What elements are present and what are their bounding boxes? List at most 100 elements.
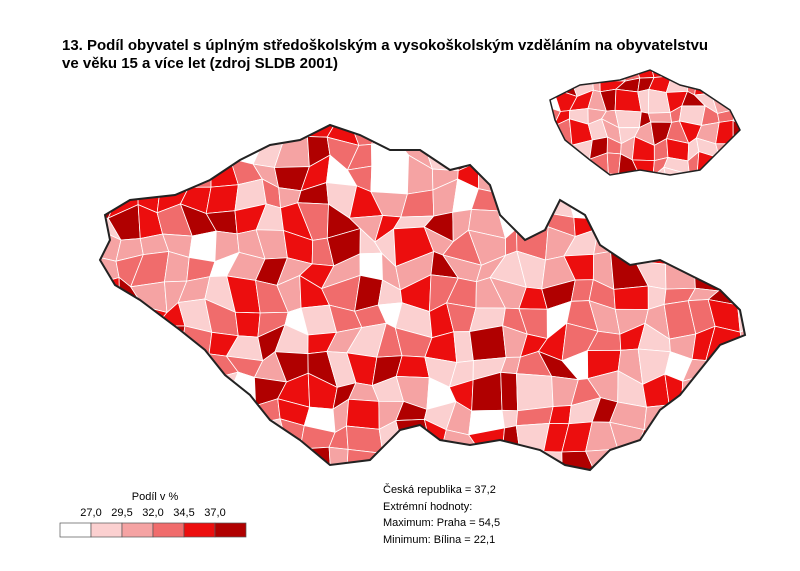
region: [614, 88, 642, 113]
region: [661, 185, 699, 219]
region: [567, 158, 592, 175]
region: [647, 112, 673, 123]
region: [111, 442, 137, 470]
region: [748, 170, 768, 189]
region: [158, 125, 193, 142]
region: [583, 70, 605, 81]
region: [608, 173, 620, 175]
region: [493, 160, 530, 195]
region: [597, 477, 626, 502]
region: [715, 451, 744, 470]
region: [745, 123, 765, 141]
region: [226, 397, 257, 425]
region: [735, 156, 745, 187]
region: [497, 180, 524, 216]
region: [634, 474, 672, 505]
region: [225, 466, 264, 470]
region: [730, 153, 740, 175]
region: [716, 185, 745, 217]
legend-swatch: [214, 522, 247, 538]
region: [681, 399, 719, 431]
region: [617, 481, 636, 505]
region: [401, 451, 433, 470]
region: [614, 174, 642, 175]
region: [202, 397, 229, 426]
region: [538, 178, 575, 218]
region: [743, 133, 745, 159]
region: [595, 180, 618, 220]
region: [735, 181, 745, 217]
region: [513, 160, 543, 182]
region: [562, 163, 597, 196]
region: [132, 442, 157, 469]
region: [729, 70, 740, 73]
region: [683, 467, 717, 470]
region: [540, 145, 577, 165]
region: [737, 278, 745, 310]
region: [154, 429, 195, 452]
region: [180, 350, 210, 382]
region: [716, 256, 742, 292]
region: [515, 212, 550, 229]
region: [394, 125, 434, 138]
region: [696, 151, 721, 175]
region: [489, 469, 531, 470]
region: [717, 427, 744, 458]
region: [665, 258, 696, 290]
region: [715, 227, 741, 268]
region: [612, 180, 651, 220]
region: [205, 184, 239, 214]
region: [209, 452, 229, 470]
region: [347, 473, 378, 501]
region: [680, 70, 703, 75]
region: [729, 235, 745, 268]
region: [743, 94, 768, 106]
region: [589, 171, 610, 175]
region: [550, 70, 569, 74]
region: [686, 185, 718, 218]
region: [746, 72, 767, 94]
region: [636, 185, 665, 220]
region: [550, 157, 572, 175]
region: [739, 266, 745, 281]
region: [160, 369, 192, 397]
region: [710, 70, 731, 94]
region: [132, 430, 157, 452]
region: [100, 137, 112, 171]
region: [207, 466, 234, 470]
region: [106, 327, 143, 364]
region: [697, 176, 720, 188]
region: [715, 157, 745, 193]
region: [538, 160, 578, 181]
region: [153, 169, 190, 188]
region: [548, 405, 572, 425]
legend: 27,0 29,5 32,0 34,5 37,0: [59, 507, 247, 538]
region: [100, 125, 112, 140]
legend-swatch: [59, 522, 92, 538]
region: [96, 473, 121, 495]
region: [515, 125, 554, 147]
region: [110, 125, 143, 141]
region: [273, 134, 310, 168]
region: [715, 214, 745, 238]
region: [202, 423, 229, 459]
region: [550, 123, 555, 146]
region: [550, 135, 555, 159]
region: [640, 176, 653, 185]
legend-label: 29,5: [111, 507, 132, 519]
region: [114, 405, 146, 435]
region: [100, 444, 122, 470]
region: [177, 444, 214, 470]
region: [550, 151, 554, 174]
note: Minimum: Bílina = 22,1: [383, 534, 495, 546]
region: [116, 378, 135, 410]
region: [729, 370, 745, 405]
region: [133, 393, 162, 435]
region: [447, 125, 481, 135]
region: [111, 432, 147, 449]
region: [288, 448, 315, 470]
region: [712, 467, 742, 470]
region: [614, 210, 651, 240]
legend-label: 27,0: [80, 507, 101, 519]
